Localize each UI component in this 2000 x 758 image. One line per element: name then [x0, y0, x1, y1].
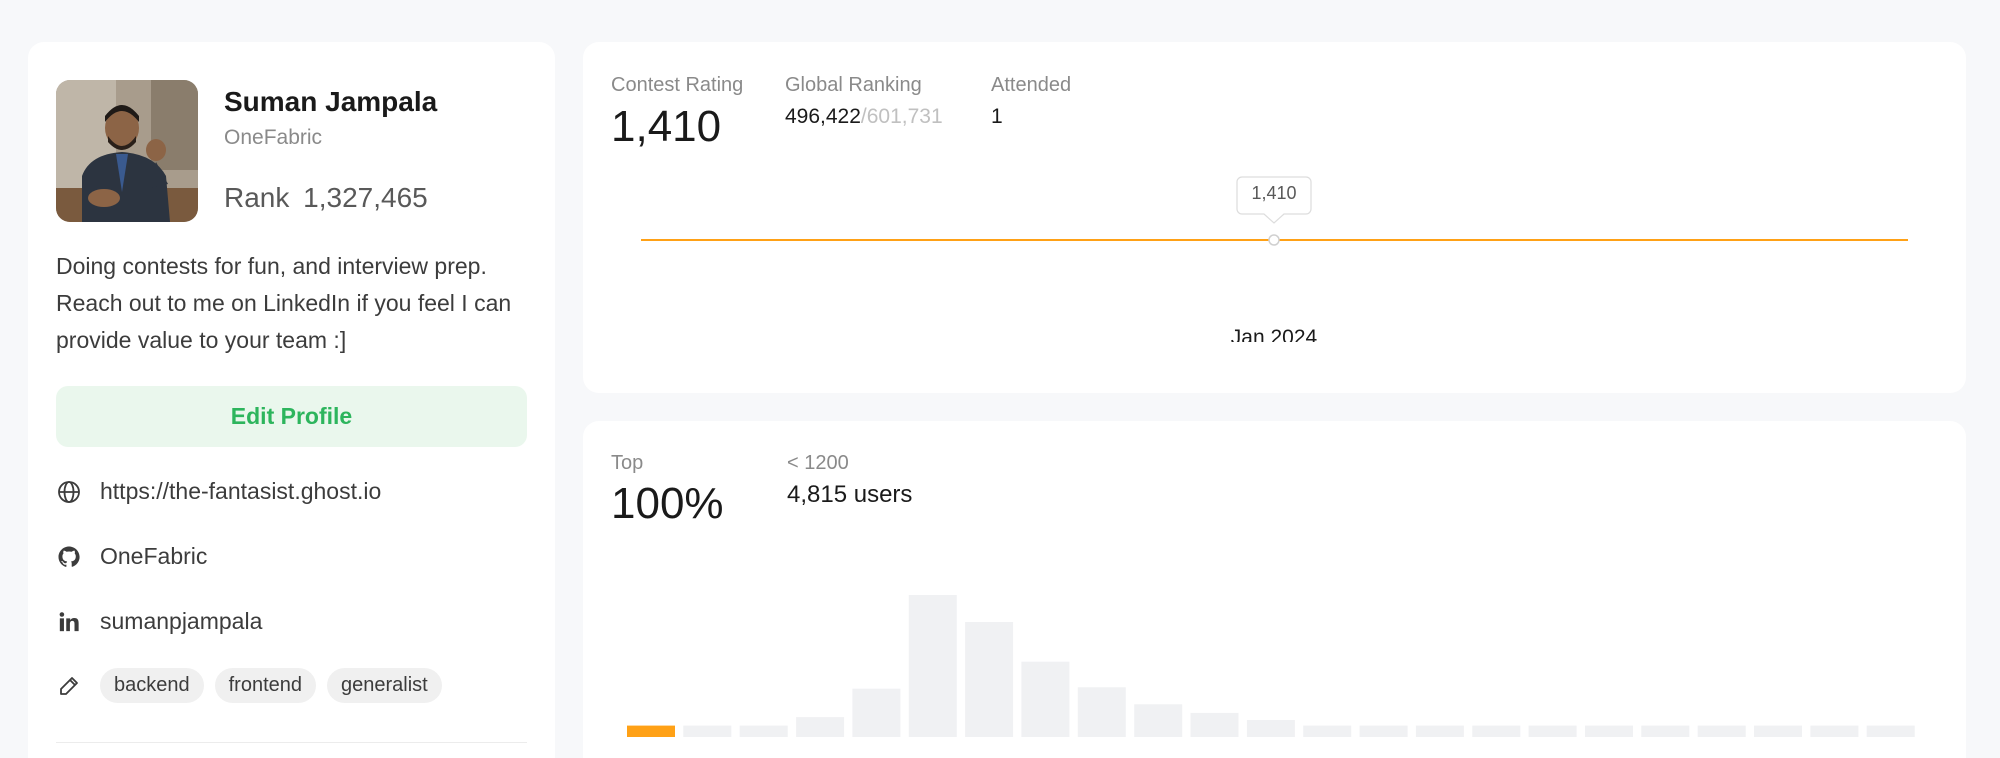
linkedin-text: sumanpjampala	[100, 608, 263, 634]
globe-icon	[56, 479, 82, 505]
tag-backend[interactable]: backend	[100, 668, 204, 703]
global-ranking-label: Global Ranking	[785, 74, 922, 96]
x-axis-label: Jan 2024	[1231, 326, 1318, 342]
attended-label: Attended	[991, 74, 1072, 96]
tag-generalist[interactable]: generalist	[327, 668, 442, 703]
profile-name: Suman Jampala	[224, 86, 438, 117]
rating-point[interactable]	[1268, 234, 1280, 246]
distribution-bar[interactable]	[1303, 725, 1352, 737]
website-link[interactable]: https://the-fantasist.ghost.io	[56, 478, 381, 505]
distribution-bar[interactable]	[796, 717, 845, 737]
top-value: 100%	[611, 479, 724, 528]
global-rank: 496,422	[785, 105, 861, 128]
distribution-bar[interactable]	[1359, 725, 1408, 737]
attended-value: 1	[991, 105, 1003, 128]
distribution-bar[interactable]	[739, 725, 788, 737]
rating-distribution-chart	[627, 595, 1915, 737]
distribution-bar[interactable]	[1754, 725, 1802, 737]
distribution-bar[interactable]	[1641, 725, 1690, 737]
rating-line-chart: 1,410 Jan 2024	[641, 176, 1908, 342]
profile-bio: Doing contests for fun, and interview pr…	[56, 253, 512, 353]
contest-rating-label: Contest Rating	[611, 74, 744, 96]
linkedin-icon	[56, 609, 82, 635]
top-percentage-card: Top 100% < 1200 4,815 users	[583, 421, 1966, 758]
avatar[interactable]	[56, 80, 198, 222]
distribution-bar-current[interactable]	[627, 725, 675, 737]
distribution-bar[interactable]	[1134, 704, 1183, 737]
distribution-bar[interactable]	[908, 595, 957, 737]
contest-rating-value: 1,410	[611, 102, 722, 151]
distribution-bar[interactable]	[1810, 725, 1859, 737]
global-ranking-value: 496,422/601,731	[785, 105, 943, 129]
skill-tags: backend frontend generalist	[56, 668, 453, 703]
website-text: https://the-fantasist.ghost.io	[100, 478, 382, 504]
edit-profile-button[interactable]: Edit Profile	[56, 386, 527, 447]
profile-company: OneFabric	[224, 126, 323, 149]
profile-rank: Rank 1,327,465	[224, 182, 428, 214]
github-text: OneFabric	[100, 543, 208, 569]
distribution-bar[interactable]	[1246, 720, 1295, 737]
distribution-bar[interactable]	[1472, 725, 1521, 737]
global-total: /601,731	[860, 105, 943, 128]
tag-frontend[interactable]: frontend	[214, 668, 317, 703]
distribution-bar[interactable]	[1528, 725, 1577, 737]
tag-icon	[56, 673, 82, 699]
contest-rating-card: Contest Rating 1,410 Global Ranking 496,…	[583, 42, 1966, 393]
distribution-bar[interactable]	[852, 688, 901, 737]
distribution-bar[interactable]	[1585, 725, 1633, 737]
github-link[interactable]: OneFabric	[56, 543, 207, 570]
distribution-bar[interactable]	[1697, 725, 1746, 737]
distribution-bar[interactable]	[965, 622, 1014, 737]
distribution-bar[interactable]	[1415, 725, 1464, 737]
users-count: 4,815 users	[787, 481, 913, 508]
distribution-bar[interactable]	[1866, 725, 1915, 737]
top-label: Top	[611, 452, 644, 474]
distribution-bar[interactable]	[1021, 661, 1070, 737]
distribution-bar[interactable]	[1190, 712, 1239, 737]
profile-card: Suman Jampala OneFabric Rank 1,327,465 D…	[28, 42, 555, 758]
linkedin-link[interactable]: sumanpjampala	[56, 608, 262, 635]
rating-tooltip: 1,410	[1236, 176, 1312, 224]
divider	[56, 742, 527, 743]
bucket-label: < 1200	[787, 452, 849, 474]
rating-tooltip-text: 1,410	[1251, 183, 1296, 203]
github-icon	[56, 544, 82, 570]
distribution-bar[interactable]	[683, 725, 732, 737]
distribution-bar[interactable]	[1077, 687, 1126, 737]
rank-value: 1,327,465	[303, 182, 428, 213]
rank-label: Rank	[224, 182, 290, 213]
